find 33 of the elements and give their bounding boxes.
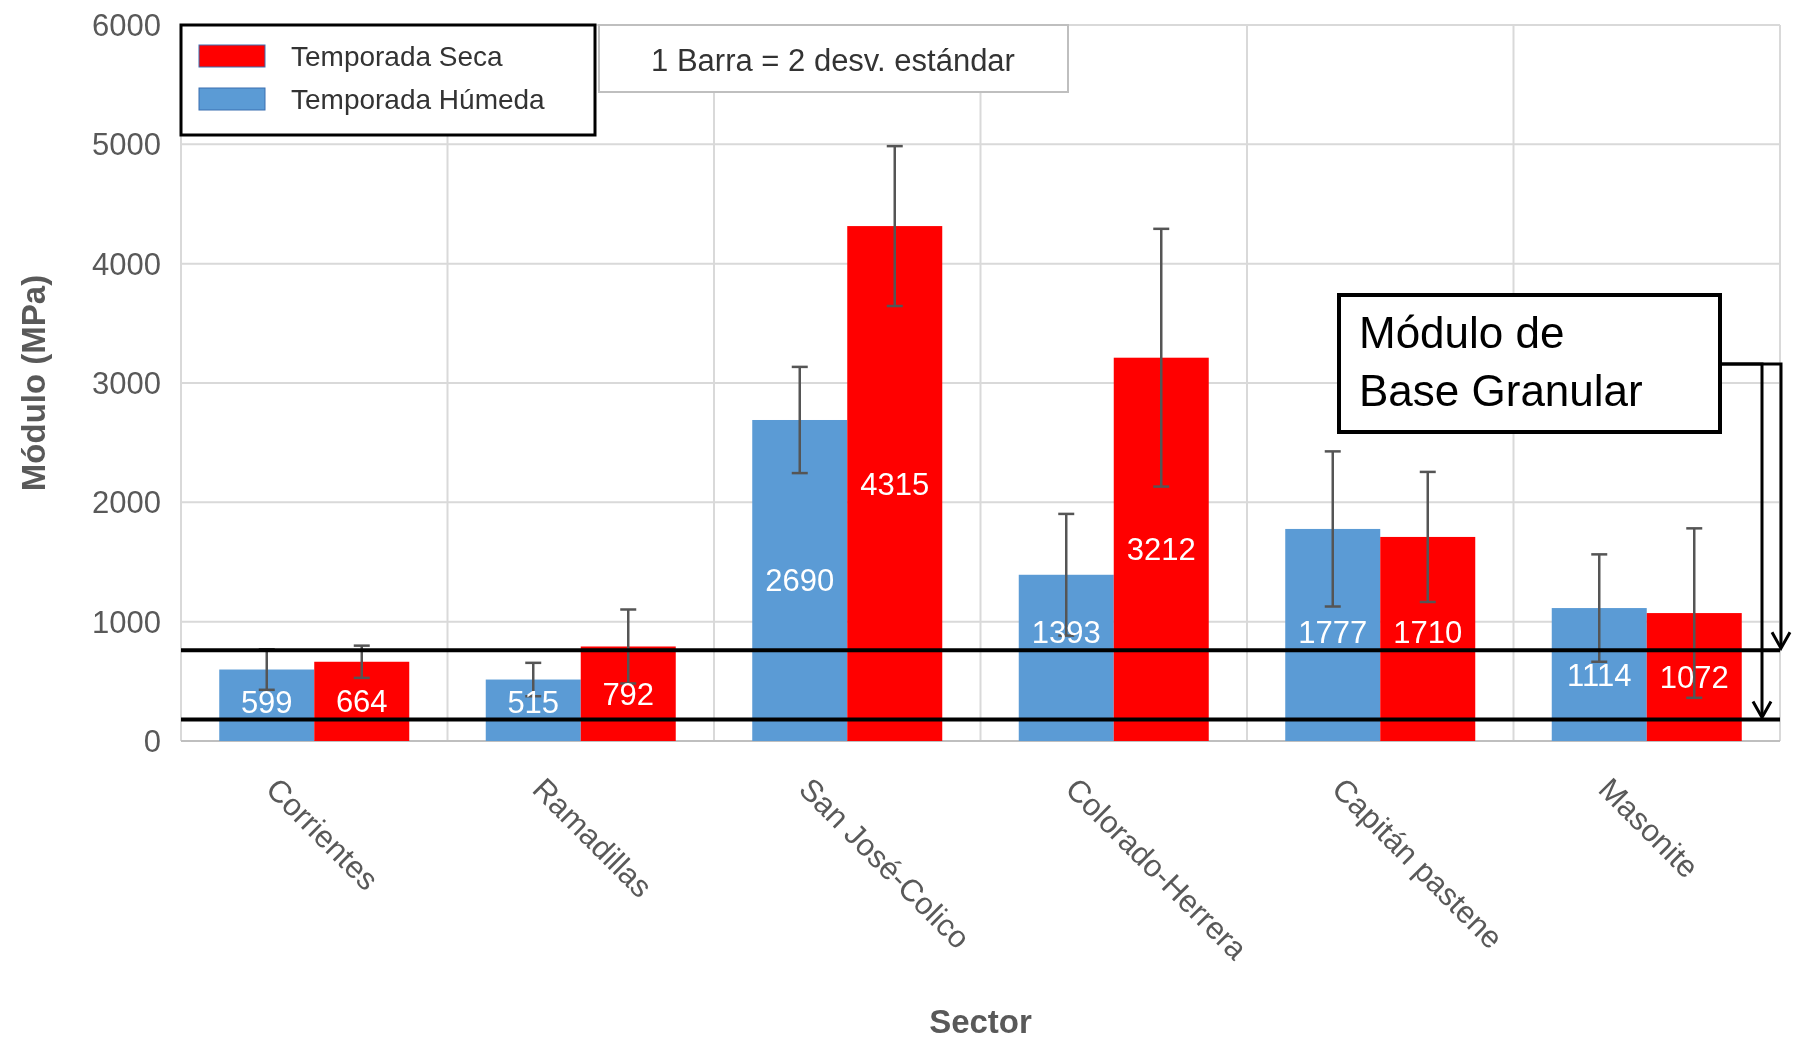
y-axis-title: Módulo (MPa)	[15, 274, 52, 492]
data-label: 3212	[1126, 532, 1196, 568]
annotation: 1 Barra = 2 desv. estándar	[651, 43, 1015, 78]
bar	[314, 661, 410, 741]
x-axis-title: Sector	[929, 1003, 1032, 1040]
y-tick-label: 0	[143, 724, 161, 759]
annotation: Módulo de Base Granular	[1359, 308, 1643, 415]
bar	[1551, 608, 1647, 741]
bar	[752, 419, 848, 741]
bar	[847, 226, 943, 741]
data-label: 792	[602, 676, 655, 712]
y-tick-label: 5000	[92, 127, 161, 163]
data-label: 599	[240, 684, 293, 720]
data-label: 1393	[1031, 615, 1101, 651]
y-tick-label: 1000	[92, 604, 161, 640]
y-tick-label: 4000	[92, 246, 161, 282]
data-label: 515	[507, 684, 560, 720]
bar	[1018, 574, 1114, 741]
note-box: 1 Barra = 2 desv. estándar	[598, 24, 1069, 93]
y-tick-label: 2000	[92, 485, 161, 521]
bar	[1285, 528, 1381, 741]
legend-label: Temporada Seca	[291, 41, 504, 72]
data-label: 1710	[1393, 615, 1463, 651]
y-tick-label: 3000	[92, 366, 161, 401]
data-label: 4315	[860, 466, 930, 502]
bar	[1113, 357, 1209, 741]
data-label: 1777	[1298, 615, 1368, 651]
data-label: 664	[335, 684, 388, 720]
data-label: 1114	[1567, 657, 1632, 693]
data-label: 2690	[765, 563, 835, 599]
y-tick-label: 6000	[92, 8, 161, 43]
bar	[1380, 536, 1476, 741]
legend-label: Temporada Húmeda	[291, 84, 546, 115]
